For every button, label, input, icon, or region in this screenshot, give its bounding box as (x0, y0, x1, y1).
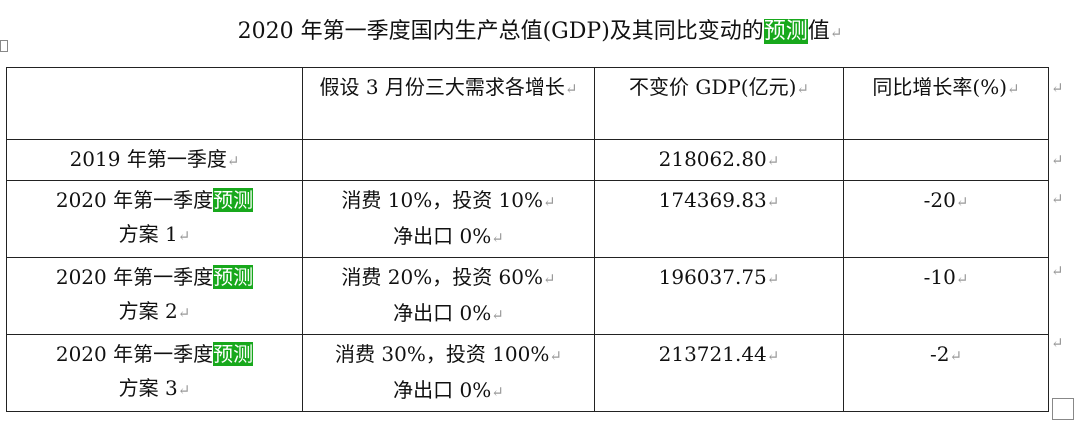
assumption-cell: 消费 20%，投资 60%净出口 0% (302, 257, 595, 335)
header-cell: 同比增长率(%) (843, 67, 1049, 140)
growth-value: -2 (930, 342, 962, 366)
header-text: 假设 3 月份三大需求各增长 (319, 75, 577, 99)
title-highlight: 预测 (763, 19, 808, 44)
title-text: 2020 年第一季度国内生产总值(GDP)及其同比变动的 (237, 19, 764, 44)
assumption-cell: 消费 30%，投资 100%净出口 0% (302, 334, 595, 412)
highlight: 预测 (213, 265, 254, 289)
growth-cell: -10 (843, 257, 1049, 335)
gdp-value: 213721.44 (659, 342, 780, 366)
label-line: 2020 年第一季度预测 (11, 183, 298, 217)
end-box (1052, 398, 1074, 420)
row-label: 2020 年第一季度 (55, 265, 214, 289)
label-cell: 2020 年第一季度预测 方案 2 (6, 257, 303, 335)
value-cell: 213721.44 (594, 334, 844, 412)
label-line: 2019 年第一季度 (11, 142, 298, 178)
row-label: 2020 年第一季度 (55, 342, 214, 366)
header-text: 同比增长率(%) (872, 75, 1019, 99)
label-line: 2020 年第一季度预测 (11, 260, 298, 294)
label-cell: 2020 年第一季度预测 方案 3 (6, 334, 303, 412)
label-cell: 2020 年第一季度预测 方案 1 (6, 180, 303, 258)
value-cell: 174369.83 (594, 180, 844, 258)
paragraph-mark (1051, 190, 1064, 208)
row-label: 方案 1 (11, 217, 298, 253)
value-cell: 218062.80 (594, 139, 844, 181)
highlight: 预测 (213, 188, 254, 212)
growth-cell (843, 139, 1049, 181)
data-table: 假设 3 月份三大需求各增长 不变价 GDP(亿元) 同比增长率(%) 2019… (6, 67, 1049, 412)
growth-cell: -20 (843, 180, 1049, 258)
assumption-text: 消费 10%，投资 10% (307, 183, 590, 219)
header-cell (6, 67, 303, 140)
gdp-value: 218062.80 (659, 147, 780, 171)
assumption-cell: 消费 10%，投资 10%净出口 0% (302, 180, 595, 258)
row-label: 2020 年第一季度 (55, 188, 214, 212)
label-line: 2020 年第一季度预测 (11, 337, 298, 371)
value-cell: 196037.75 (594, 257, 844, 335)
assumption-text: 净出口 0% (307, 373, 590, 409)
paragraph-mark (1051, 79, 1064, 97)
highlight: 预测 (213, 342, 254, 366)
assumption-cell (302, 139, 595, 181)
table-row: 2019 年第一季度 218062.80 (6, 139, 1049, 181)
row-label: 2019 年第一季度 (69, 147, 227, 171)
row-label: 方案 2 (11, 294, 298, 330)
title-text: 值 (807, 19, 830, 44)
growth-value: -20 (924, 188, 969, 212)
header-cell: 假设 3 月份三大需求各增长 (302, 67, 595, 140)
assumption-text: 净出口 0% (307, 296, 590, 332)
row-label: 方案 3 (11, 371, 298, 407)
gdp-value: 174369.83 (659, 188, 780, 212)
header-row: 假设 3 月份三大需求各增长 不变价 GDP(亿元) 同比增长率(%) (6, 67, 1049, 140)
label-cell: 2019 年第一季度 (6, 139, 303, 181)
paragraph-mark (1051, 262, 1064, 280)
assumption-text: 消费 30%，投资 100% (307, 337, 590, 373)
document-title: 2020 年第一季度国内生产总值(GDP)及其同比变动的预测值 (0, 14, 1080, 51)
header-cell: 不变价 GDP(亿元) (594, 67, 844, 140)
paragraph-mark (1051, 151, 1064, 169)
header-text: 不变价 GDP(亿元) (629, 75, 809, 99)
growth-cell: -2 (843, 334, 1049, 412)
assumption-text: 净出口 0% (307, 219, 590, 255)
paragraph-mark (1051, 334, 1064, 352)
growth-value: -10 (924, 265, 969, 289)
assumption-text: 消费 20%，投资 60% (307, 260, 590, 296)
gdp-value: 196037.75 (659, 265, 780, 289)
